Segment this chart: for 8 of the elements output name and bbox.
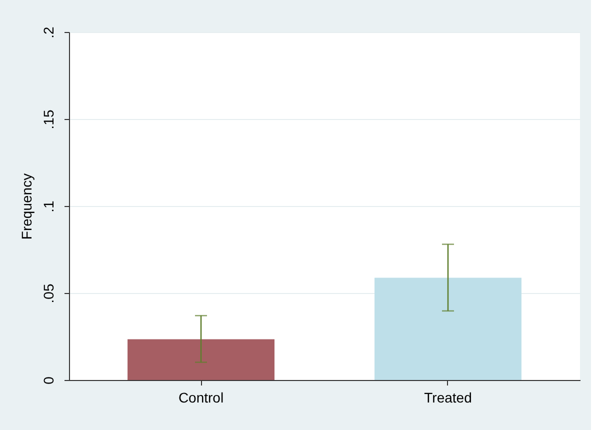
- y-tick-label: .1: [40, 200, 56, 212]
- x-tick-label: Treated: [424, 390, 472, 406]
- y-tick-label: .15: [40, 110, 56, 130]
- x-tick-label: Control: [178, 390, 224, 406]
- y-tick-label: 0: [40, 376, 56, 384]
- y-axis-title: Frequency: [18, 173, 34, 240]
- y-tick-label: .2: [40, 26, 56, 38]
- y-tick-label: .05: [40, 284, 56, 304]
